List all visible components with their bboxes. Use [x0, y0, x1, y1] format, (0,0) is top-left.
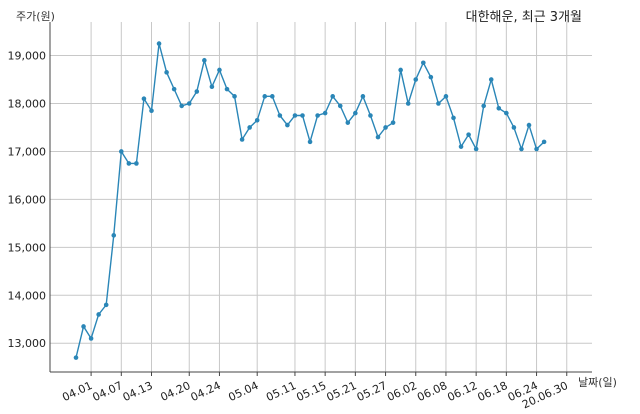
data-point — [473, 146, 479, 152]
x-tick-label: 05.27 — [355, 379, 389, 404]
axes — [49, 22, 592, 376]
data-point — [285, 122, 290, 128]
data-point — [390, 120, 396, 125]
data-point — [504, 110, 509, 116]
x-tick-label: 04.20 — [158, 379, 192, 404]
data-point — [353, 110, 358, 116]
data-point — [149, 108, 154, 113]
y-tick-label: 13,000 — [8, 337, 47, 350]
y-tick-label: 19,000 — [8, 50, 47, 63]
x-tick-label: 05.04 — [226, 379, 260, 404]
series — [73, 41, 547, 360]
data-point — [398, 67, 403, 73]
data-point — [307, 139, 313, 145]
data-point — [224, 86, 230, 92]
data-point — [262, 94, 268, 99]
data-point — [481, 103, 487, 109]
data-point — [322, 110, 328, 116]
data-point — [96, 312, 101, 317]
data-point — [315, 113, 320, 118]
x-tick-label: 05.15 — [294, 379, 328, 404]
data-point — [179, 103, 184, 109]
data-point — [247, 125, 252, 130]
x-tick-label: 04.13 — [121, 379, 155, 404]
data-point — [103, 302, 109, 308]
data-point — [526, 122, 532, 128]
data-point — [421, 60, 426, 66]
y-tick-label: 15,000 — [8, 241, 47, 254]
y-axis-label: 주가(원) — [16, 10, 55, 23]
data-point — [270, 94, 275, 99]
data-point — [383, 125, 388, 130]
data-point — [436, 101, 441, 106]
data-point — [451, 115, 456, 121]
data-point — [368, 113, 373, 118]
data-point — [134, 161, 139, 166]
x-tick-label: 05.21 — [325, 379, 359, 404]
data-point — [496, 106, 502, 111]
x-axis-label: 날짜(일) — [578, 376, 617, 389]
data-point — [209, 84, 215, 90]
data-point — [81, 324, 86, 329]
data-point — [254, 117, 260, 123]
x-tick-label: 04.07 — [91, 379, 125, 404]
x-tick-label: 06.08 — [415, 379, 449, 404]
data-point — [164, 70, 169, 75]
data-point — [300, 113, 305, 118]
data-point — [375, 134, 381, 140]
x-tick-label: 04.24 — [189, 379, 223, 404]
x-tick-label: 06.02 — [385, 379, 419, 404]
data-point — [330, 94, 336, 99]
data-point — [232, 94, 237, 99]
x-tick-label: 04.01 — [60, 379, 94, 404]
data-point — [119, 149, 124, 154]
y-tick-label: 18,000 — [8, 98, 47, 111]
data-point — [511, 125, 517, 130]
data-point — [217, 67, 222, 73]
data-point — [111, 233, 117, 238]
data-point — [466, 132, 471, 137]
data-point — [337, 103, 343, 109]
x-tick-label: 05.11 — [264, 379, 298, 404]
data-point — [345, 120, 351, 125]
x-tick-label: 06.18 — [476, 379, 510, 404]
chart-title: 대한해운, 최근 3개월 — [465, 10, 582, 25]
data-point — [88, 336, 94, 341]
grid — [50, 22, 592, 372]
data-point — [405, 101, 411, 106]
data-point — [428, 74, 434, 80]
data-point — [202, 58, 207, 63]
data-point — [239, 137, 245, 142]
data-point — [73, 355, 79, 360]
x-tick-label: 06.12 — [445, 379, 479, 404]
data-point — [156, 41, 162, 46]
data-point — [541, 139, 547, 145]
data-point — [141, 96, 147, 102]
series-line — [75, 43, 545, 358]
data-point — [519, 146, 524, 152]
data-point — [443, 94, 449, 99]
data-point — [458, 144, 464, 149]
y-tick-label: 16,000 — [8, 193, 47, 206]
data-point — [186, 101, 192, 106]
data-point — [277, 113, 283, 118]
data-point — [534, 146, 539, 152]
data-point — [292, 113, 298, 118]
y-tick-label: 17,000 — [8, 145, 47, 158]
data-point — [194, 89, 200, 94]
data-point — [171, 86, 177, 92]
data-point — [413, 77, 419, 82]
data-point — [488, 77, 494, 82]
data-point — [360, 94, 366, 99]
y-tick-label: 14,000 — [8, 289, 47, 302]
data-point — [126, 161, 132, 166]
